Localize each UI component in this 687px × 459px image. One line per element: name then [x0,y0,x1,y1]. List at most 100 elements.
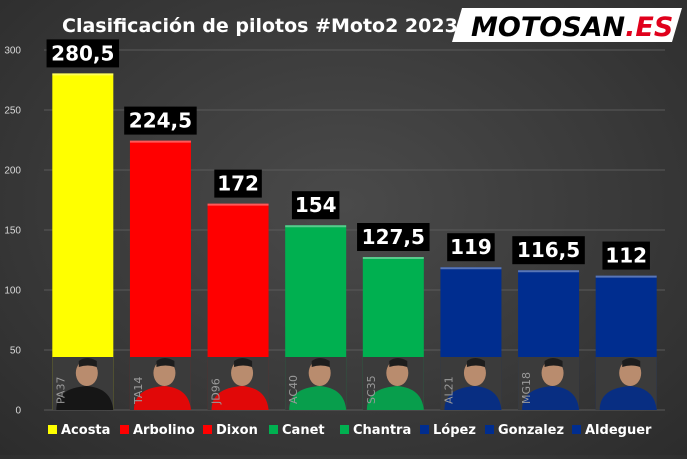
chart-title: Clasificación de pilotos #Moto2 2023 [62,15,458,37]
legend-label: Aldeguer [585,423,652,438]
value-label-background [357,223,430,251]
logo-main-text: MOTOSAN [471,12,626,43]
rider-photo: JD96 [207,357,269,410]
rider-suit-icon [444,386,502,410]
rider-cap-icon [156,358,175,367]
legend-item: Dixon [203,423,258,438]
legend-label: Canet [282,423,325,438]
value-label-text: 154 [295,193,337,217]
legend-label: Chantra [353,423,411,438]
value-label: 112 [602,241,650,270]
rider-cap-icon [544,358,563,367]
rider-photo [595,357,657,410]
rider-head-icon [75,360,98,386]
rider-head-icon [153,360,176,386]
value-label-text: 280,5 [51,41,114,65]
value-label-background [447,233,495,262]
rider-suit-icon [522,386,580,410]
legend-swatch [485,425,494,434]
legend-swatch [203,425,212,434]
legend-item: Acosta [48,423,110,438]
value-label-background [124,106,197,135]
logo-background [452,8,682,42]
logo-suffix-text: .ES [625,12,673,43]
y-tick-label: 200 [4,166,21,177]
rider-cap-icon [234,358,253,367]
value-label: 172 [214,169,262,198]
legend-label: Dixon [216,423,258,438]
rider-photos: PA37 TA14 JD96 AC40 SC35 AL21 MG18 [52,357,657,410]
value-label-background [291,191,340,220]
y-axis-ticks: 0 50 100 150 200 250 300 [4,46,21,417]
value-label: 224,5 [124,106,197,135]
rider-head-icon [231,360,254,386]
legend-swatch [420,425,429,434]
value-label-text: 127,5 [362,225,425,249]
rider-head-icon [541,360,564,386]
legend-item: Chantra [340,423,411,438]
value-label-text: 224,5 [129,109,192,133]
legend-swatch [120,425,129,434]
legend-swatch [340,425,349,434]
rider-cap-icon [311,358,330,367]
rider-number-label: AC40 [287,375,300,404]
y-tick-label: 300 [4,46,21,57]
rider-cap-icon [389,358,408,367]
value-label-text: 112 [605,244,647,268]
rider-number-label: JD96 [210,378,223,405]
legend-label: Arbolino [133,423,195,438]
legend: Acosta Arbolino Dixon Canet Chantra López Gonz… [48,423,652,438]
rider-number-label: PA37 [54,377,67,404]
value-label: 116,5 [512,236,585,265]
value-label: 119 [447,233,495,262]
value-label-background [214,169,262,198]
rider-photo: TA14 [129,357,191,410]
y-tick-label: 0 [15,406,21,417]
rider-number-label: AL21 [442,376,455,404]
rider-suit-icon [599,386,657,410]
legend-label: López [433,423,476,438]
rider-photo: SC35 [362,357,424,410]
rider-number-label: TA14 [132,377,145,405]
value-label: 127,5 [357,223,430,251]
legend-label: Acosta [61,423,110,438]
value-label-background [602,241,650,270]
legend-swatch [48,425,57,434]
bar [52,73,114,411]
rider-head-icon [463,360,486,386]
legend-item: Arbolino [120,423,195,438]
legend-item: Gonzalez [485,423,564,438]
value-label: 280,5 [46,39,120,68]
legend-swatch [269,425,278,434]
rider-suit-icon [289,386,347,410]
rider-cap-icon [466,358,485,367]
value-label-text: 119 [450,235,492,259]
y-tick-label: 250 [4,106,21,117]
rider-head-icon [619,360,642,386]
rider-suit-icon [56,386,114,410]
rider-suit-icon [366,386,424,410]
rider-cap-icon [78,358,97,367]
rider-cap-icon [622,358,641,367]
value-label-background [46,39,120,68]
y-tick-label: 150 [4,226,21,237]
value-label: 154 [291,191,340,220]
legend-item: López [420,423,476,438]
rider-head-icon [308,360,331,386]
legend-label: Gonzalez [498,423,564,438]
rider-photo: AL21 [440,357,502,410]
value-labels: 280,5 224,5 172 154 127,5 119 116,5 112 [46,39,650,270]
rider-photo: MG18 [518,357,580,410]
legend-item: Canet [269,423,325,438]
y-tick-label: 100 [4,286,21,297]
rider-photo: AC40 [285,357,347,410]
rider-suit-icon [211,386,269,410]
logo-text: MOTOSAN.ES [471,12,673,43]
value-label-text: 116,5 [517,238,580,262]
logo: MOTOSAN.ES [452,8,682,43]
value-label-text: 172 [217,172,259,196]
rider-number-label: MG18 [520,372,533,404]
rider-number-label: SC35 [365,375,378,404]
